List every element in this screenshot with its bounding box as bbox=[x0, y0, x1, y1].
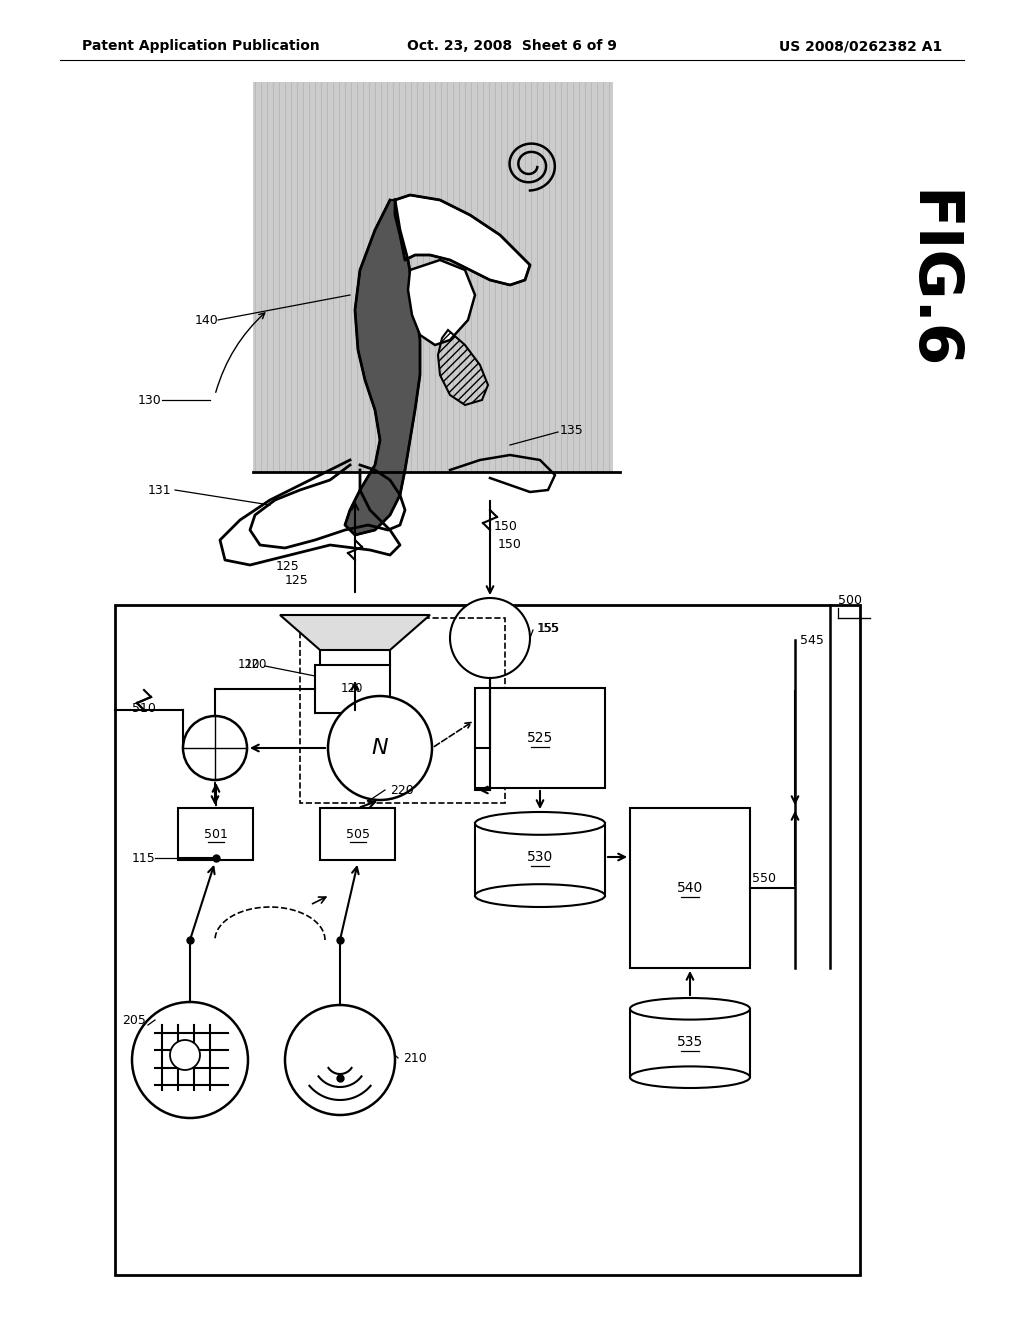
Text: 125: 125 bbox=[285, 573, 309, 586]
Bar bbox=[253, 82, 613, 473]
Text: 155: 155 bbox=[538, 622, 560, 635]
Circle shape bbox=[183, 715, 247, 780]
Bar bbox=[630, 1008, 750, 1077]
Circle shape bbox=[170, 1040, 200, 1071]
Text: 535: 535 bbox=[677, 1035, 703, 1049]
Text: 501: 501 bbox=[204, 828, 228, 841]
Ellipse shape bbox=[630, 1067, 750, 1088]
Text: Oct. 23, 2008  Sheet 6 of 9: Oct. 23, 2008 Sheet 6 of 9 bbox=[408, 40, 616, 53]
Text: 135: 135 bbox=[560, 424, 584, 437]
Bar bbox=[178, 808, 253, 861]
Bar bbox=[300, 618, 505, 803]
Text: Patent Application Publication: Patent Application Publication bbox=[82, 40, 319, 53]
Text: 500: 500 bbox=[838, 594, 862, 606]
Text: 510: 510 bbox=[132, 701, 156, 714]
Bar bbox=[315, 665, 390, 713]
Text: 115: 115 bbox=[132, 851, 156, 865]
Bar bbox=[115, 605, 860, 1275]
Bar bbox=[319, 808, 395, 861]
Text: 150: 150 bbox=[498, 539, 522, 552]
Text: N: N bbox=[372, 738, 388, 758]
Bar bbox=[631, 1008, 750, 1019]
Circle shape bbox=[450, 598, 530, 678]
Circle shape bbox=[285, 1005, 395, 1115]
Text: 505: 505 bbox=[346, 828, 370, 841]
Text: 220: 220 bbox=[390, 784, 414, 796]
Text: 131: 131 bbox=[148, 483, 172, 496]
Text: 545: 545 bbox=[800, 634, 824, 647]
Text: 150: 150 bbox=[494, 520, 518, 532]
Text: 140: 140 bbox=[195, 314, 219, 326]
Text: 125: 125 bbox=[276, 560, 300, 573]
Ellipse shape bbox=[630, 998, 750, 1019]
Polygon shape bbox=[395, 195, 530, 285]
Bar bbox=[475, 824, 605, 895]
Text: 530: 530 bbox=[527, 850, 553, 865]
Text: 155: 155 bbox=[537, 622, 559, 635]
Polygon shape bbox=[280, 615, 430, 649]
Polygon shape bbox=[408, 260, 475, 345]
Text: 205: 205 bbox=[122, 1014, 145, 1027]
Text: US 2008/0262382 A1: US 2008/0262382 A1 bbox=[778, 40, 942, 53]
Text: FIG.6: FIG.6 bbox=[900, 190, 959, 370]
Polygon shape bbox=[345, 201, 420, 535]
Circle shape bbox=[132, 1002, 248, 1118]
Ellipse shape bbox=[475, 884, 605, 907]
Bar bbox=[630, 808, 750, 968]
Ellipse shape bbox=[475, 812, 605, 834]
Text: 210: 210 bbox=[403, 1052, 427, 1064]
Text: 540: 540 bbox=[677, 880, 703, 895]
Text: 130: 130 bbox=[138, 393, 162, 407]
Text: 120: 120 bbox=[238, 657, 260, 671]
Text: 120: 120 bbox=[245, 659, 267, 672]
Circle shape bbox=[328, 696, 432, 800]
Bar bbox=[475, 688, 605, 788]
Text: 550: 550 bbox=[752, 871, 776, 884]
Text: 120: 120 bbox=[341, 682, 364, 696]
Text: 525: 525 bbox=[527, 731, 553, 744]
Bar bbox=[476, 824, 604, 834]
